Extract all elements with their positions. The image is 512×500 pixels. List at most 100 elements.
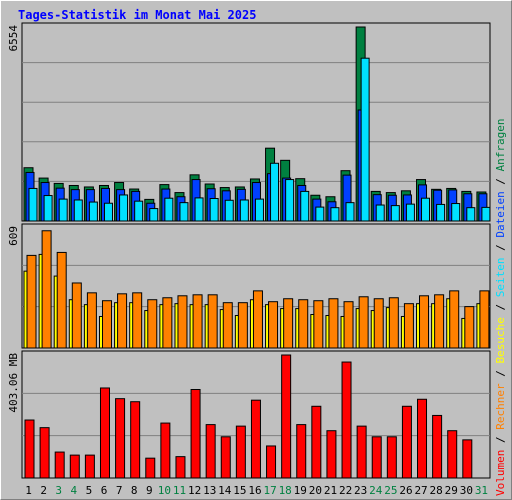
legend: Volumen / Rechner / Besuche / Seiten / D… xyxy=(494,118,507,496)
bar-seiten-day-23 xyxy=(361,58,369,221)
bar-rechner-day-13 xyxy=(208,295,217,348)
day-label-30: 30 xyxy=(460,484,473,497)
bar-seiten-day-28 xyxy=(437,204,445,221)
bar-seiten-day-25 xyxy=(391,206,399,221)
bar-rechner-day-3 xyxy=(57,252,66,348)
day-label-11: 11 xyxy=(173,484,186,497)
legend-rechner: Rechner xyxy=(494,383,507,429)
bar-rechner-day-20 xyxy=(314,301,323,348)
legend-anfragen: Anfragen xyxy=(494,118,507,171)
bar-rechner-day-12 xyxy=(193,295,202,348)
bar-seiten-day-8 xyxy=(135,201,143,221)
bar-seiten-day-21 xyxy=(331,208,339,221)
bar-volumen-day-13 xyxy=(206,425,215,478)
day-label-17: 17 xyxy=(263,484,276,497)
bar-volumen-day-4 xyxy=(70,455,79,478)
bar-volumen-day-16 xyxy=(251,400,260,478)
bar-seiten-day-22 xyxy=(346,203,354,221)
bar-rechner-day-14 xyxy=(223,303,232,348)
bar-rechner-day-27 xyxy=(420,296,429,348)
bar-seiten-day-14 xyxy=(225,200,233,221)
bar-seiten-day-13 xyxy=(210,199,218,221)
bar-seiten-day-27 xyxy=(422,198,430,221)
bar-seiten-day-29 xyxy=(452,204,460,221)
bar-volumen-day-25 xyxy=(387,437,396,478)
bar-seiten-day-12 xyxy=(195,198,203,221)
bar-seiten-day-9 xyxy=(150,209,158,221)
bar-seiten-day-17 xyxy=(271,163,279,221)
day-label-2: 2 xyxy=(40,484,47,497)
bar-rechner-day-22 xyxy=(344,302,353,348)
day-label-29: 29 xyxy=(445,484,458,497)
bar-seiten-day-4 xyxy=(74,200,82,221)
bar-volumen-day-3 xyxy=(55,452,64,478)
bar-seiten-day-18 xyxy=(286,180,294,221)
day-label-18: 18 xyxy=(279,484,292,497)
bar-volumen-day-21 xyxy=(327,431,336,478)
day-label-13: 13 xyxy=(203,484,216,497)
bar-rechner-day-30 xyxy=(465,307,474,348)
bar-volumen-day-30 xyxy=(463,440,472,478)
day-label-27: 27 xyxy=(414,484,427,497)
day-label-19: 19 xyxy=(294,484,307,497)
day-label-23: 23 xyxy=(354,484,367,497)
day-label-12: 12 xyxy=(188,484,201,497)
bar-seiten-day-31 xyxy=(482,207,490,221)
day-label-25: 25 xyxy=(384,484,397,497)
bar-volumen-day-23 xyxy=(357,426,366,478)
legend-separator: / xyxy=(494,171,507,191)
day-label-16: 16 xyxy=(248,484,261,497)
bar-rechner-day-9 xyxy=(148,300,157,348)
bar-volumen-day-26 xyxy=(402,406,411,478)
legend-separator: / xyxy=(494,364,507,384)
bar-rechner-day-19 xyxy=(299,300,308,348)
day-label-31: 31 xyxy=(475,484,488,497)
bar-rechner-day-29 xyxy=(450,291,459,348)
day-label-9: 9 xyxy=(146,484,153,497)
bar-rechner-day-5 xyxy=(87,293,96,348)
day-label-6: 6 xyxy=(101,484,108,497)
bar-volumen-day-27 xyxy=(418,399,427,478)
bar-rechner-day-28 xyxy=(435,295,444,348)
bar-seiten-day-1 xyxy=(29,188,37,221)
bar-rechner-day-11 xyxy=(178,296,187,348)
day-label-10: 10 xyxy=(158,484,171,497)
bar-volumen-day-15 xyxy=(236,426,245,478)
bar-volumen-day-2 xyxy=(40,428,49,478)
bar-rechner-day-10 xyxy=(163,298,172,348)
legend-separator: / xyxy=(494,297,507,317)
panel-volume-ymax-label: 403.06 MB xyxy=(7,353,20,413)
bar-seiten-day-20 xyxy=(316,207,324,221)
bar-volumen-day-6 xyxy=(100,388,109,478)
bar-seiten-day-2 xyxy=(44,196,52,221)
bar-seiten-day-19 xyxy=(301,191,309,221)
bar-seiten-day-7 xyxy=(120,195,128,221)
bar-seiten-day-30 xyxy=(467,208,475,221)
legend-separator: / xyxy=(494,430,507,450)
bar-seiten-day-5 xyxy=(89,202,97,221)
bar-volumen-day-5 xyxy=(85,455,94,478)
bar-rechner-day-31 xyxy=(480,291,489,348)
day-label-1: 1 xyxy=(25,484,32,497)
day-label-14: 14 xyxy=(218,484,232,497)
bar-volumen-day-11 xyxy=(176,457,185,478)
bar-rechner-day-6 xyxy=(102,301,111,348)
bar-volumen-day-10 xyxy=(161,423,170,478)
legend-dateien: Dateien xyxy=(494,191,507,237)
bar-volumen-day-19 xyxy=(297,425,306,478)
bar-rechner-day-1 xyxy=(27,255,36,348)
bar-rechner-day-2 xyxy=(42,231,51,348)
bar-seiten-day-6 xyxy=(104,203,112,221)
day-label-5: 5 xyxy=(86,484,93,497)
bar-volumen-day-29 xyxy=(448,431,457,478)
bar-seiten-day-24 xyxy=(376,205,384,221)
day-label-15: 15 xyxy=(233,484,246,497)
bar-volumen-day-17 xyxy=(267,446,276,478)
day-label-24: 24 xyxy=(369,484,383,497)
bar-seiten-day-11 xyxy=(180,203,188,221)
bar-rechner-day-4 xyxy=(72,283,81,348)
bar-seiten-day-16 xyxy=(255,199,263,221)
bar-volumen-day-7 xyxy=(116,399,125,478)
day-label-4: 4 xyxy=(71,484,78,497)
